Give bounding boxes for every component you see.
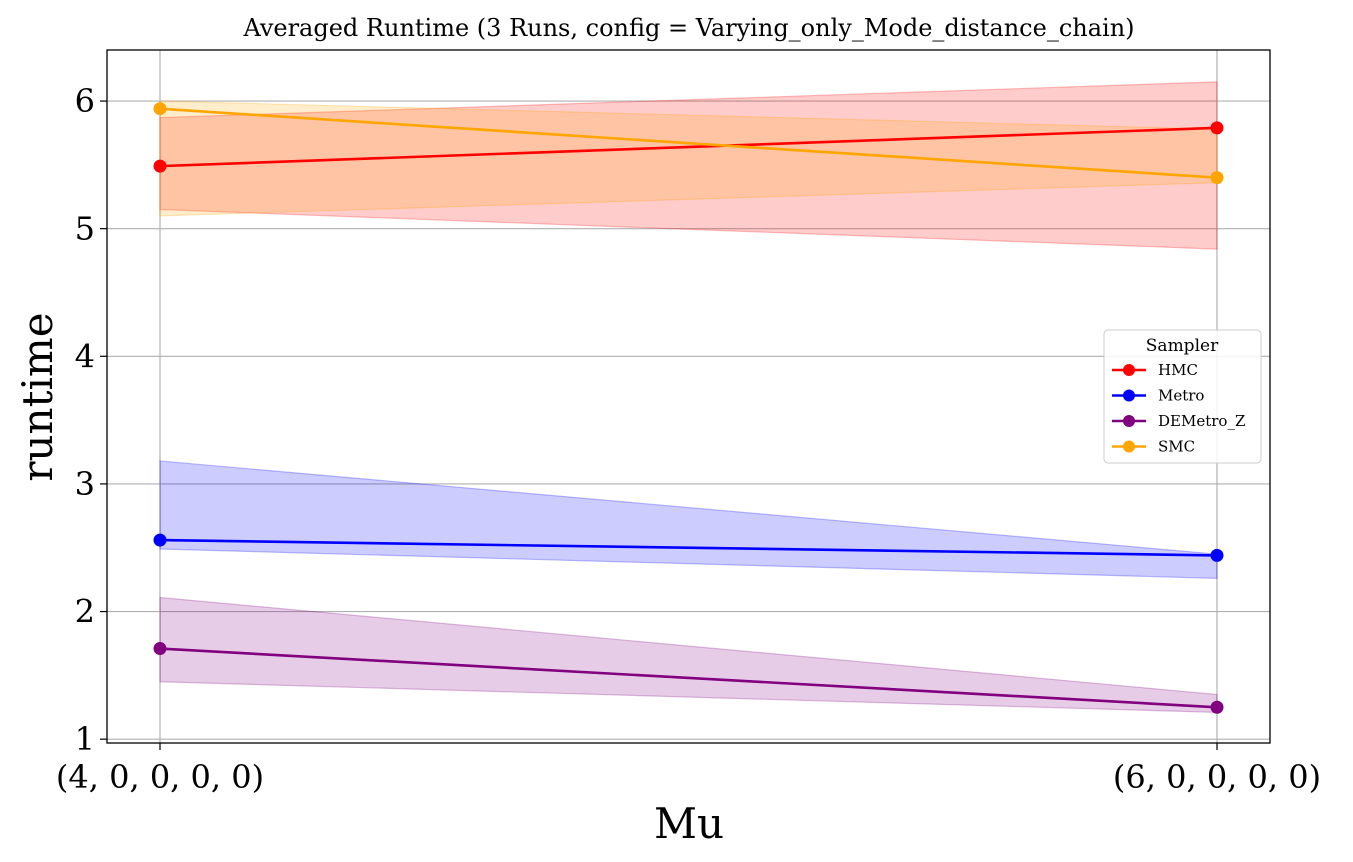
legend-metro-label: Metro [1158,387,1204,405]
hmc-line [159,126,1218,168]
legend-smc-label: SMC [1158,438,1195,456]
y-tick-label: 1 [75,720,95,758]
smc-point [153,102,167,116]
confidence-bands [159,81,1218,713]
metro-band [159,460,1218,579]
series-points [153,102,1224,714]
y-tick-label: 3 [75,465,95,503]
x-axis-label: Mu [654,799,724,848]
legend-demetro-z-label: DEMetro_Z [1158,412,1245,430]
x-tick-label: (6, 0, 0, 0, 0) [1113,758,1321,796]
y-tick-label: 4 [75,337,95,375]
legend-smc-marker [1123,440,1135,453]
legend-hmc-label: HMC [1158,361,1198,379]
smc-point [1210,171,1224,185]
demetro-z-point [1210,700,1224,714]
demetro-z-band [159,596,1218,713]
legend-metro-marker [1123,389,1135,402]
legend-title: Sampler [1146,336,1219,356]
metro-point [153,533,167,547]
metro-line [159,538,1218,557]
hmc-band [159,81,1218,250]
y-tick-label: 5 [75,210,95,248]
hmc-point [1210,121,1224,135]
series-lines [159,107,1218,709]
hmc-point [153,159,167,173]
legend-box [1103,329,1262,464]
y-axis-label: runtime [13,312,62,481]
chart-title: Averaged Runtime (3 Runs, config = Varyi… [242,14,1134,42]
smc-line [159,107,1218,179]
metro-point [1210,548,1224,562]
demetro-z-line [159,647,1218,709]
plot-frame [106,49,1271,744]
legend-demetro-z-marker [1123,415,1135,427]
legend-hmc-marker [1123,364,1135,376]
y-tick-label: 6 [75,82,95,120]
demetro-z-point [153,642,167,656]
legend: Sampler HMC Metro DEMetro_Z SMC [1103,329,1262,464]
x-tick-label: (4, 0, 0, 0, 0) [56,758,264,796]
axis-ticks: 1 2 3 4 5 6 (4, 0, 0, 0, 0) (6, 0, 0, 0, 0) [56,82,1321,796]
y-tick-label: 2 [75,593,95,631]
